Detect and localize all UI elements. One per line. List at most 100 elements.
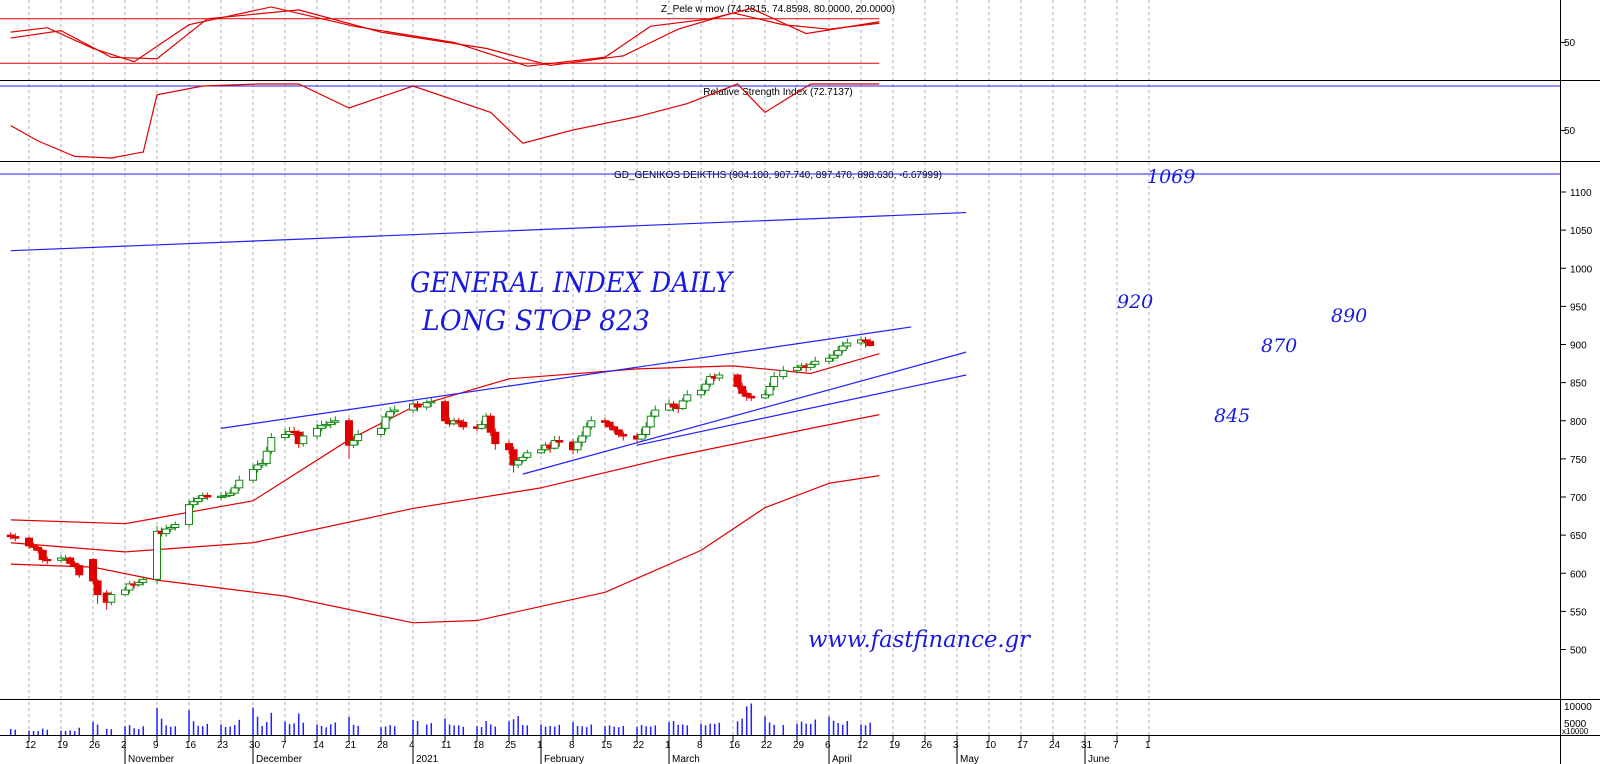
candle-body <box>697 389 705 396</box>
candle <box>93 579 102 604</box>
candle-body <box>573 441 582 451</box>
candle <box>601 417 609 427</box>
candle-body <box>125 583 134 591</box>
candle-body <box>678 400 687 410</box>
candle <box>587 416 596 430</box>
candle-body <box>29 545 38 548</box>
candle-body <box>701 383 710 391</box>
date-axis-day-label: 16 <box>185 740 197 751</box>
candle-body <box>779 369 788 378</box>
candle-body <box>537 449 545 454</box>
candle-body <box>742 392 751 397</box>
trend-line-upper-channel <box>220 326 912 429</box>
date-axis-month-label: 2021 <box>416 754 439 764</box>
candle-body <box>793 366 801 371</box>
candle <box>637 428 646 441</box>
date-axis-day-label: 1 <box>537 740 543 751</box>
candle-body <box>34 546 43 551</box>
candle <box>646 411 655 429</box>
candle-body <box>89 559 97 582</box>
candle <box>550 436 559 450</box>
candle <box>742 390 751 401</box>
date-axis-day-label: 11 <box>441 740 452 751</box>
candle <box>486 413 495 436</box>
date-axis-day-label: 15 <box>601 740 613 751</box>
candle-body <box>354 433 363 442</box>
price-axis-label: 550 <box>1570 607 1587 618</box>
candle <box>162 524 171 537</box>
date-axis-day-label: 2 <box>121 740 127 751</box>
candle <box>825 353 833 365</box>
candle-body <box>518 456 527 461</box>
candle-body <box>669 403 678 408</box>
price-axis-label: 800 <box>1570 417 1587 428</box>
annotation-headline-2: LONG STOP 823 <box>421 304 650 337</box>
price-axis-label: 1050 <box>1570 226 1593 237</box>
candle <box>313 423 321 440</box>
candle-body <box>505 443 513 451</box>
candle <box>651 405 660 418</box>
candle <box>738 382 747 397</box>
price-axis-label: 1000 <box>1570 264 1593 275</box>
candle <box>317 420 326 432</box>
date-axis-day-label: 6 <box>825 740 831 751</box>
candle <box>610 425 619 433</box>
candle-body <box>267 437 276 452</box>
annotation-target-1069: 1069 <box>1147 166 1195 188</box>
candle <box>669 400 678 412</box>
candle-body <box>386 411 395 418</box>
candle <box>477 420 486 430</box>
candle-body <box>413 403 422 408</box>
candle-body <box>582 426 591 437</box>
candle <box>441 399 449 424</box>
rsi-panel-title: Relative Strength Index (72.7137) <box>703 87 853 98</box>
candle-body <box>107 594 116 603</box>
candle <box>38 548 47 563</box>
price-axis-label: 950 <box>1570 302 1587 313</box>
candle <box>345 417 353 459</box>
candle <box>866 338 875 347</box>
candle-body <box>747 395 756 399</box>
candle-body <box>770 376 779 387</box>
candle <box>349 436 358 449</box>
date-axis-day-label: 10 <box>985 740 997 751</box>
candle-body <box>25 537 33 547</box>
candle-body <box>43 559 52 562</box>
annotation-target-870: 870 <box>1261 335 1297 357</box>
candle <box>514 457 523 469</box>
date-axis-day-label: 12 <box>857 740 869 751</box>
candle <box>715 371 724 382</box>
stochastic-panel-title: Z_Pele w mov (74.2815, 74.8598, 80.0000,… <box>661 4 895 15</box>
candle <box>203 492 212 501</box>
candle-body <box>377 427 385 435</box>
price-axis-label: 650 <box>1570 531 1587 542</box>
candle <box>619 431 628 441</box>
candle <box>258 458 267 469</box>
candle-body <box>642 426 651 435</box>
candle-body <box>162 528 171 535</box>
price-axis-label: 850 <box>1570 379 1587 390</box>
date-axis-day-label: 16 <box>729 740 741 751</box>
candle-body <box>331 420 340 423</box>
candle-body <box>706 376 715 385</box>
candle-body <box>281 433 289 439</box>
annotation-target-890: 890 <box>1331 305 1367 327</box>
candle <box>322 420 331 429</box>
candle-body <box>349 440 358 446</box>
date-axis-day-label: 22 <box>633 740 645 751</box>
candle-body <box>262 450 271 464</box>
date-axis-day-label: 22 <box>761 740 773 751</box>
candle-body <box>806 363 815 368</box>
price-axis-label: 750 <box>1570 455 1587 466</box>
date-axis-day-label: 7 <box>1113 740 1119 751</box>
candle-body <box>427 401 436 404</box>
candle <box>166 524 175 533</box>
candle-body <box>811 360 820 365</box>
volume-panel <box>9 703 871 735</box>
trend-line-support-845 <box>636 374 967 446</box>
price-axis-label: 600 <box>1570 569 1587 580</box>
date-axis-day-label: 29 <box>793 740 805 751</box>
candle-body <box>601 420 609 423</box>
